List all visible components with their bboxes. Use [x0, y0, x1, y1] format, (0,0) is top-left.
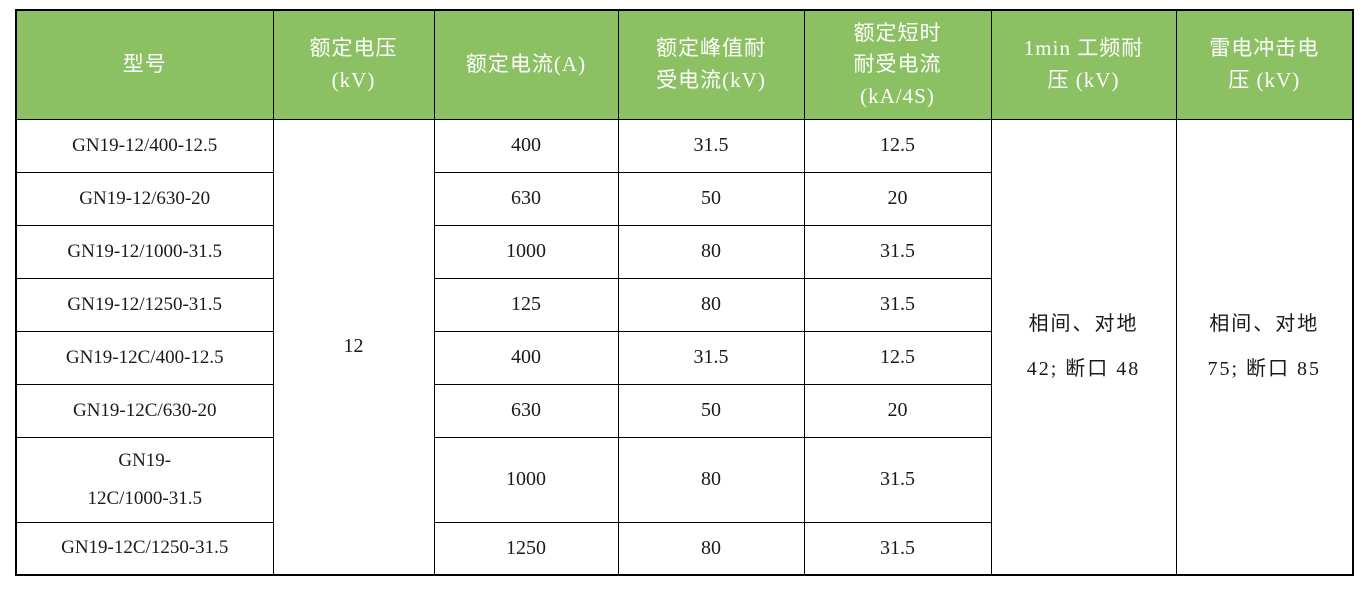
table-row: GN19-12/630-20 630 50 20: [15, 171, 1353, 226]
short-time-withstand-cell: 31.5: [803, 277, 992, 332]
rated-current-cell: 400: [433, 118, 619, 173]
short-time-withstand-cell: 20: [803, 383, 992, 438]
model-cell: GN19-12/400-12.5: [15, 118, 274, 173]
switch-spec-table: 型号 额定电压 (kV) 额定电流(A) 额定峰值耐 受电流(kV) 额定短时 …: [15, 9, 1354, 576]
column-header-rated-current: 额定电流(A): [433, 9, 619, 120]
rated-current-cell: 1000: [433, 224, 619, 279]
short-time-withstand-cell: 31.5: [803, 224, 992, 279]
table-row: GN19-12C/400-12.5 400 31.5 12.5: [15, 330, 1353, 385]
table-row: GN19- 12C/1000-31.5 1000 80 31.5: [15, 436, 1353, 523]
model-cell: GN19-12/630-20: [15, 171, 274, 226]
column-header-peak-withstand-current: 额定峰值耐 受电流(kV): [617, 9, 805, 120]
model-cell: GN19-12C/400-12.5: [15, 330, 274, 385]
peak-withstand-cell: 50: [617, 383, 805, 438]
model-cell: GN19-12/1000-31.5: [15, 224, 274, 279]
rated-voltage-merged-cell: 12: [272, 118, 435, 576]
lightning-impulse-merged-cell: 相间、对地 75; 断口 85: [1175, 118, 1354, 576]
model-cell: GN19-12/1250-31.5: [15, 277, 274, 332]
rated-current-cell: 125: [433, 277, 619, 332]
peak-withstand-cell: 80: [617, 277, 805, 332]
peak-withstand-cell: 31.5: [617, 118, 805, 173]
column-header-power-frequency-withstand: 1min 工频耐 压 (kV): [990, 9, 1177, 120]
short-time-withstand-cell: 12.5: [803, 330, 992, 385]
table-row: GN19-12/1000-31.5 1000 80 31.5: [15, 224, 1353, 279]
short-time-withstand-cell: 12.5: [803, 118, 992, 173]
rated-current-cell: 630: [433, 383, 619, 438]
rated-current-cell: 1000: [433, 436, 619, 523]
peak-withstand-cell: 80: [617, 521, 805, 576]
peak-withstand-cell: 80: [617, 436, 805, 523]
column-header-short-time-withstand-current: 额定短时 耐受电流 (kA/4S): [803, 9, 992, 120]
model-cell: GN19- 12C/1000-31.5: [15, 436, 274, 523]
short-time-withstand-cell: 20: [803, 171, 992, 226]
column-header-model: 型号: [15, 9, 274, 120]
table-row: GN19-12C/1250-31.5 1250 80 31.5: [15, 521, 1353, 576]
rated-current-cell: 1250: [433, 521, 619, 576]
column-header-lightning-impulse: 雷电冲击电 压 (kV): [1175, 9, 1354, 120]
table-row: GN19-12/400-12.5 12 400 31.5 12.5 相间、对地 …: [15, 118, 1354, 576]
peak-withstand-cell: 31.5: [617, 330, 805, 385]
rated-current-cell: 630: [433, 171, 619, 226]
power-frequency-withstand-merged-cell: 相间、对地 42; 断口 48: [990, 118, 1177, 576]
short-time-withstand-cell: 31.5: [803, 521, 992, 576]
column-header-rated-voltage: 额定电压 (kV): [272, 9, 435, 120]
peak-withstand-cell: 50: [617, 171, 805, 226]
table-row: GN19-12/1250-31.5 125 80 31.5: [15, 277, 1353, 332]
model-cell: GN19-12C/630-20: [15, 383, 274, 438]
table-row: GN19-12C/630-20 630 50 20: [15, 383, 1353, 438]
peak-withstand-cell: 80: [617, 224, 805, 279]
model-cell: GN19-12C/1250-31.5: [15, 521, 274, 576]
rated-current-cell: 400: [433, 330, 619, 385]
short-time-withstand-cell: 31.5: [803, 436, 992, 523]
table-header-row: 型号 额定电压 (kV) 额定电流(A) 额定峰值耐 受电流(kV) 额定短时 …: [15, 9, 1354, 120]
